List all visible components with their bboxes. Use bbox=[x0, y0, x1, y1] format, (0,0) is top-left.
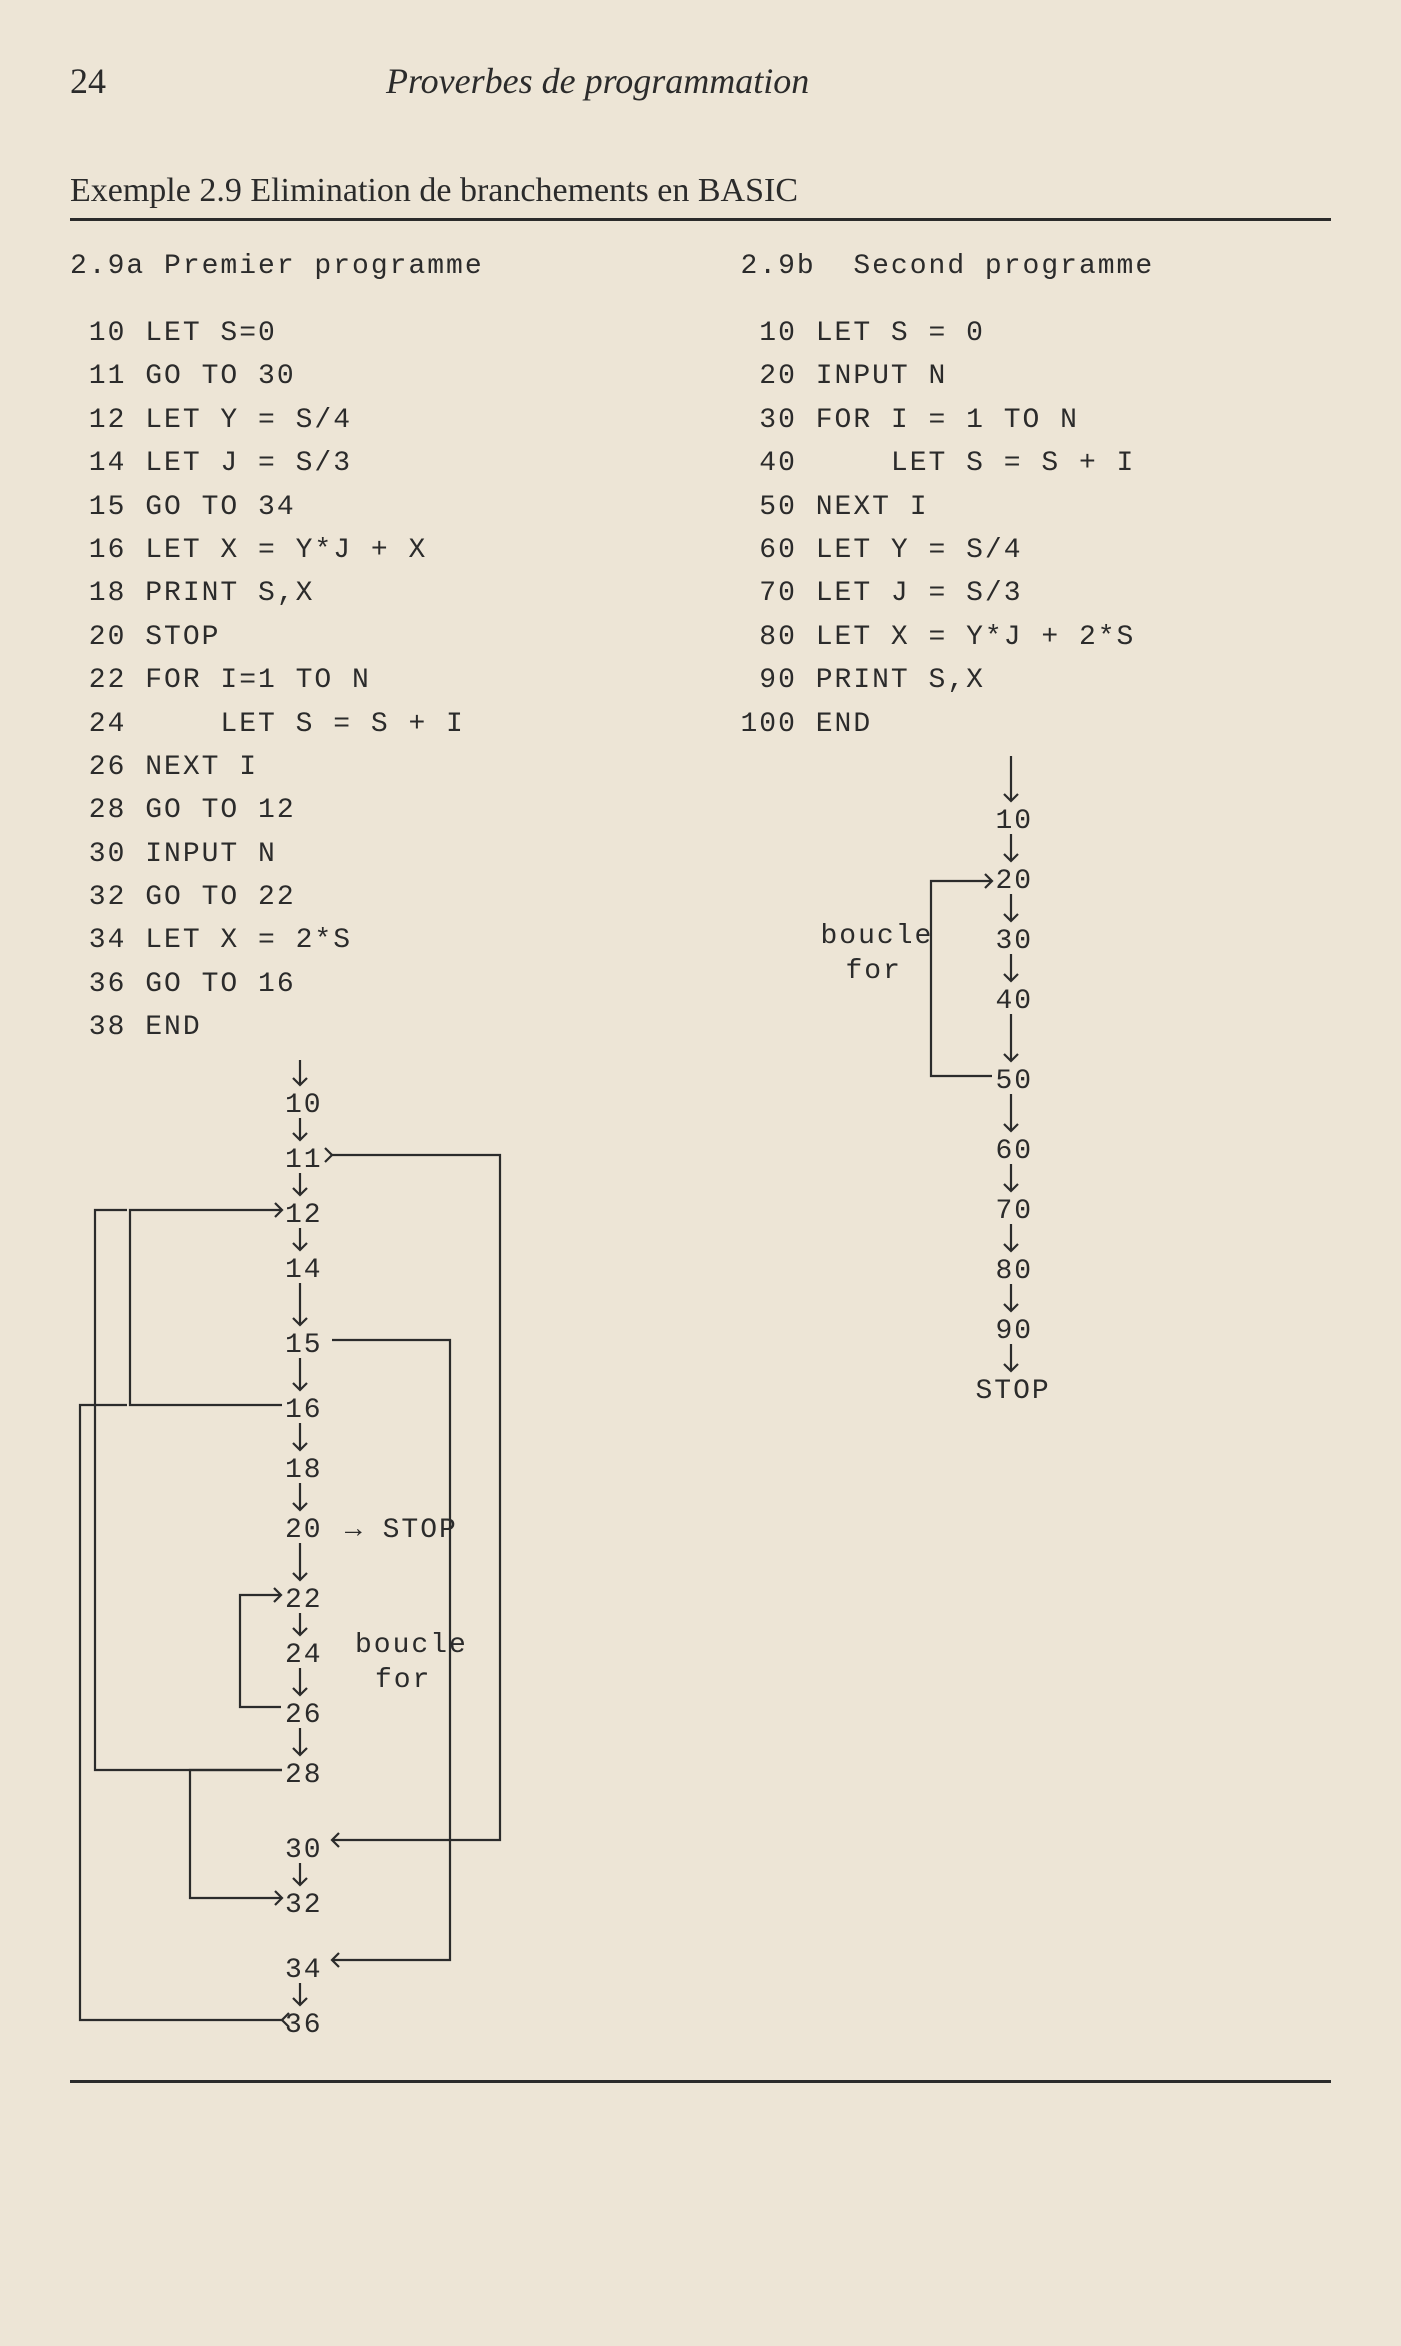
left-subtitle: 2.9a Premier programme bbox=[70, 251, 661, 282]
code-line: 36 GO TO 16 bbox=[70, 963, 661, 1006]
code-line: 30 FOR I = 1 TO N bbox=[741, 399, 1332, 442]
flow-edges bbox=[741, 756, 1161, 1436]
code-line: 40 LET S = S + I bbox=[741, 442, 1332, 485]
code-line: 14 LET J = S/3 bbox=[70, 442, 661, 485]
code-line: 15 GO TO 34 bbox=[70, 486, 661, 529]
code-line: 38 END bbox=[70, 1006, 661, 1049]
code-line: 16 LET X = Y*J + X bbox=[70, 529, 661, 572]
code-line: 70 LET J = S/3 bbox=[741, 572, 1332, 615]
left-flow-diagram: 1011121415161820→ STOP2224bouclefor26283… bbox=[70, 1060, 661, 2060]
two-columns: 2.9a Premier programme 10 LET S=0 11 GO … bbox=[70, 251, 1331, 2060]
code-line: 34 LET X = 2*S bbox=[70, 919, 661, 962]
code-line: 26 NEXT I bbox=[70, 746, 661, 789]
code-line: 24 LET S = S + I bbox=[70, 703, 661, 746]
code-line: 10 LET S=0 bbox=[70, 312, 661, 355]
code-line: 60 LET Y = S/4 bbox=[741, 529, 1332, 572]
right-subtitle: 2.9b Second programme bbox=[741, 251, 1332, 282]
code-line: 28 GO TO 12 bbox=[70, 789, 661, 832]
page-header: 24 Proverbes de programmation bbox=[70, 60, 1331, 102]
code-line: 50 NEXT I bbox=[741, 486, 1332, 529]
code-line: 18 PRINT S,X bbox=[70, 572, 661, 615]
running-title: Proverbes de programmation bbox=[386, 60, 809, 102]
left-code-listing: 10 LET S=0 11 GO TO 30 12 LET Y = S/4 14… bbox=[70, 312, 661, 1050]
right-column: 2.9b Second programme 10 LET S = 0 20 IN… bbox=[741, 251, 1332, 2060]
code-line: 30 INPUT N bbox=[70, 833, 661, 876]
rule-bottom bbox=[70, 2080, 1331, 2083]
flow-edges bbox=[70, 1060, 590, 2050]
code-line: 11 GO TO 30 bbox=[70, 355, 661, 398]
code-line: 10 LET S = 0 bbox=[741, 312, 1332, 355]
code-line: 12 LET Y = S/4 bbox=[70, 399, 661, 442]
page-number: 24 bbox=[70, 60, 106, 102]
code-line: 100 END bbox=[741, 703, 1332, 746]
code-line: 20 INPUT N bbox=[741, 355, 1332, 398]
example-title: Exemple 2.9 Elimination de branchements … bbox=[70, 172, 1331, 210]
code-line: 80 LET X = Y*J + 2*S bbox=[741, 616, 1332, 659]
code-line: 90 PRINT S,X bbox=[741, 659, 1332, 702]
right-code-listing: 10 LET S = 0 20 INPUT N 30 FOR I = 1 TO … bbox=[741, 312, 1332, 746]
code-line: 22 FOR I=1 TO N bbox=[70, 659, 661, 702]
rule-top bbox=[70, 218, 1331, 221]
code-line: 20 STOP bbox=[70, 616, 661, 659]
left-column: 2.9a Premier programme 10 LET S=0 11 GO … bbox=[70, 251, 661, 2060]
right-flow-diagram: 102030405060708090STOPbouclefor bbox=[741, 756, 1332, 1476]
code-line: 32 GO TO 22 bbox=[70, 876, 661, 919]
